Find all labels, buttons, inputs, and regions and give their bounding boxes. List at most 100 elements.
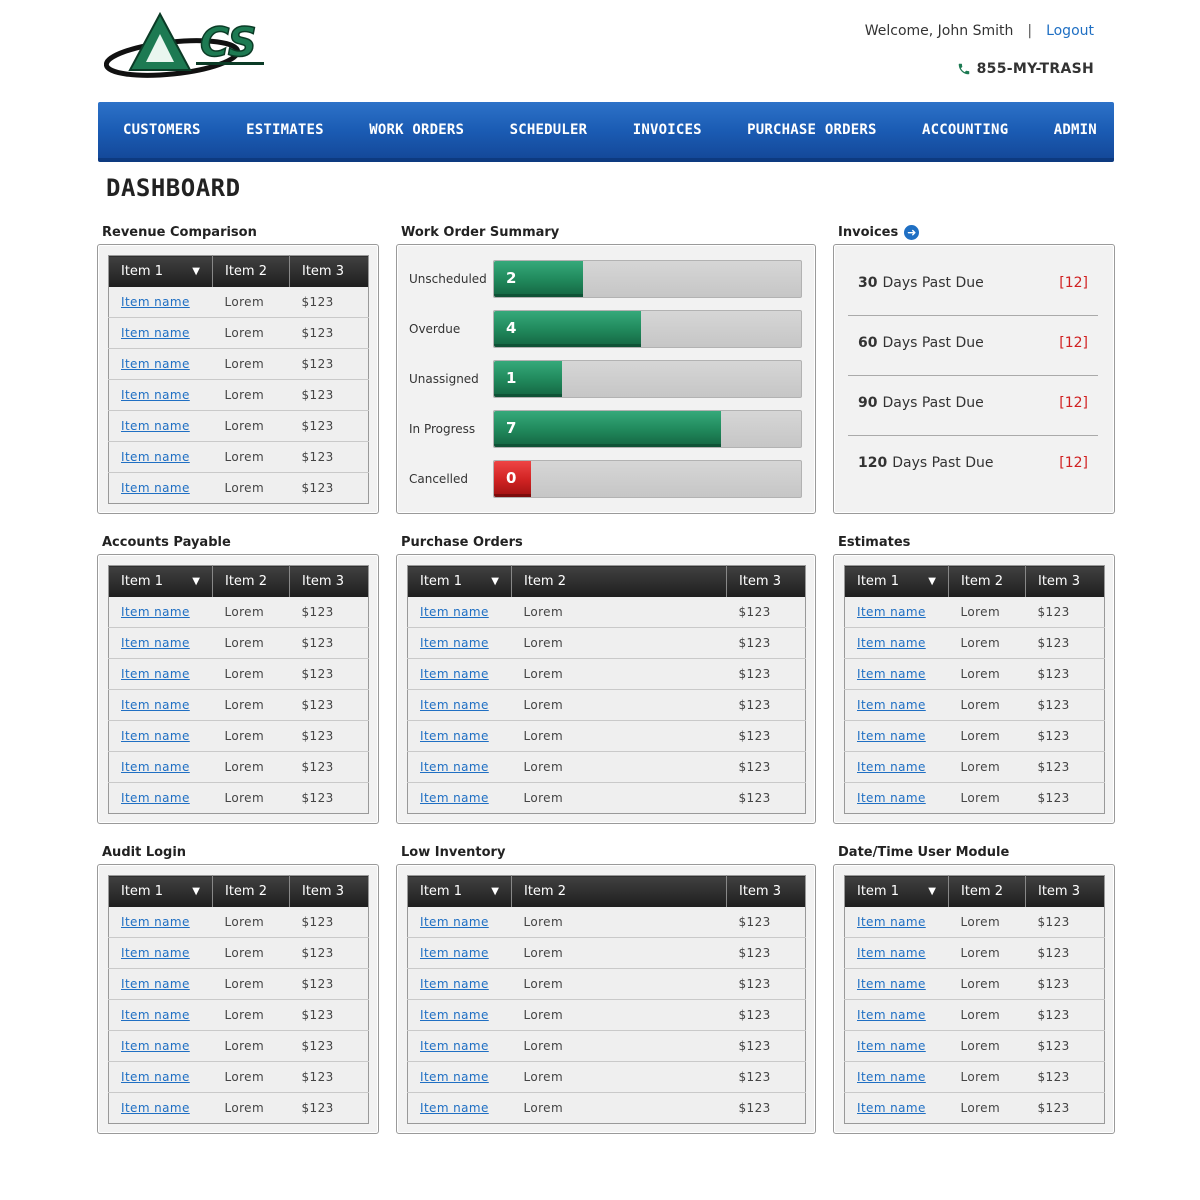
item-name-link[interactable]: Item name [121, 450, 190, 464]
item-name-link[interactable]: Item name [857, 698, 926, 712]
column-header-item-3[interactable]: Item 3 [1025, 875, 1105, 907]
item-name-link[interactable]: Item name [857, 946, 926, 960]
item-name-link[interactable]: Item name [121, 1008, 190, 1022]
item-name-link[interactable]: Item name [857, 791, 926, 805]
item-name-link[interactable]: Item name [121, 604, 190, 619]
nav-purchase-orders[interactable]: PURCHASE ORDERS [747, 122, 877, 138]
item-name-link[interactable]: Item name [121, 698, 190, 712]
item-name-link[interactable]: Item name [121, 481, 190, 495]
column-header-item-2[interactable]: Item 2 [212, 255, 290, 287]
column-header-item-1[interactable]: Item 1 ▼ [844, 875, 949, 907]
item-name-link[interactable]: Item name [420, 946, 489, 960]
item-name-link[interactable]: Item name [121, 636, 190, 650]
item-name-link[interactable]: Item name [857, 729, 926, 743]
column-header-item-1[interactable]: Item 1 ▼ [844, 565, 949, 597]
arrow-right-icon[interactable]: ➜ [904, 225, 920, 240]
invoice-count[interactable]: [12] [1059, 275, 1088, 291]
work-order-row[interactable]: Unscheduled 2 [409, 260, 802, 298]
invoice-count[interactable]: [12] [1059, 455, 1088, 471]
column-header-item-3[interactable]: Item 3 [726, 565, 806, 597]
work-order-row[interactable]: Cancelled 0 [409, 460, 802, 498]
item-name-link[interactable]: Item name [857, 604, 926, 619]
column-header-item-1[interactable]: Item 1 ▼ [108, 565, 213, 597]
item-name-link[interactable]: Item name [121, 1101, 190, 1115]
item-name-link[interactable]: Item name [420, 636, 489, 650]
item-name-link[interactable]: Item name [420, 698, 489, 712]
item-name-link[interactable]: Item name [857, 1039, 926, 1053]
item-name-link[interactable]: Item name [420, 1008, 489, 1022]
item-name-link[interactable]: Item name [857, 760, 926, 774]
column-header-item-3[interactable]: Item 3 [726, 875, 806, 907]
invoice-count[interactable]: [12] [1059, 335, 1088, 351]
column-header-item-3[interactable]: Item 3 [289, 565, 369, 597]
item-name-link[interactable]: Item name [121, 946, 190, 960]
item-name-link[interactable]: Item name [420, 914, 489, 929]
sort-down-icon[interactable]: ▼ [192, 885, 200, 897]
column-header-item-2[interactable]: Item 2 [212, 875, 290, 907]
invoice-aging-row[interactable]: 90 Days Past Due [12] [848, 373, 1098, 433]
sort-down-icon[interactable]: ▼ [928, 885, 936, 897]
item-name-link[interactable]: Item name [420, 977, 489, 991]
item-name-link[interactable]: Item name [420, 1101, 489, 1115]
sort-down-icon[interactable]: ▼ [491, 885, 499, 897]
item-name-link[interactable]: Item name [857, 977, 926, 991]
item-name-link[interactable]: Item name [420, 1039, 489, 1053]
column-header-item-3[interactable]: Item 3 [1025, 565, 1105, 597]
sort-down-icon[interactable]: ▼ [192, 265, 200, 277]
item-name-link[interactable]: Item name [121, 791, 190, 805]
nav-customers[interactable]: CUSTOMERS [123, 122, 201, 138]
invoice-count[interactable]: [12] [1059, 395, 1088, 411]
item-name-link[interactable]: Item name [857, 1070, 926, 1084]
item-name-link[interactable]: Item name [121, 388, 190, 402]
item-name-link[interactable]: Item name [121, 729, 190, 743]
work-order-row[interactable]: Overdue 4 [409, 310, 802, 348]
item-name-link[interactable]: Item name [420, 729, 489, 743]
nav-admin[interactable]: ADMIN [1053, 122, 1097, 138]
item-name-link[interactable]: Item name [121, 667, 190, 681]
column-header-item-2[interactable]: Item 2 [948, 565, 1026, 597]
item-name-link[interactable]: Item name [857, 1101, 926, 1115]
item-name-link[interactable]: Item name [121, 326, 190, 340]
item-name-link[interactable]: Item name [857, 914, 926, 929]
work-order-row[interactable]: In Progress 7 [409, 410, 802, 448]
column-header-item-3[interactable]: Item 3 [289, 255, 369, 287]
item-name-link[interactable]: Item name [420, 604, 489, 619]
item-name-link[interactable]: Item name [121, 1070, 190, 1084]
item-name-link[interactable]: Item name [121, 419, 190, 433]
item-name-link[interactable]: Item name [121, 977, 190, 991]
sort-down-icon[interactable]: ▼ [491, 575, 499, 587]
nav-invoices[interactable]: INVOICES [632, 122, 702, 138]
sort-down-icon[interactable]: ▼ [928, 575, 936, 587]
invoice-aging-row[interactable]: 120 Days Past Due [12] [848, 433, 1098, 493]
item-name-link[interactable]: Item name [121, 760, 190, 774]
column-header-item-1[interactable]: Item 1 ▼ [407, 565, 512, 597]
item-name-link[interactable]: Item name [121, 1039, 190, 1053]
column-header-item-2[interactable]: Item 2 [948, 875, 1026, 907]
item-name-link[interactable]: Item name [121, 357, 190, 371]
logout-link[interactable]: Logout [1046, 23, 1094, 39]
invoice-aging-row[interactable]: 60 Days Past Due [12] [848, 313, 1098, 373]
work-order-row[interactable]: Unassigned 1 [409, 360, 802, 398]
item-name-link[interactable]: Item name [420, 760, 489, 774]
nav-scheduler[interactable]: SCHEDULER [509, 122, 588, 138]
column-header-item-2[interactable]: Item 2 [511, 565, 727, 597]
item-name-link[interactable]: Item name [121, 914, 190, 929]
nav-accounting[interactable]: ACCOUNTING [922, 122, 1009, 138]
item-name-link[interactable]: Item name [857, 1008, 926, 1022]
column-header-item-1[interactable]: Item 1 ▼ [108, 255, 213, 287]
item-name-link[interactable]: Item name [121, 294, 190, 309]
item-name-link[interactable]: Item name [420, 667, 489, 681]
item-name-link[interactable]: Item name [420, 791, 489, 805]
column-header-item-3[interactable]: Item 3 [289, 875, 369, 907]
item-name-link[interactable]: Item name [857, 667, 926, 681]
column-header-item-1[interactable]: Item 1 ▼ [407, 875, 512, 907]
column-header-item-1[interactable]: Item 1 ▼ [108, 875, 213, 907]
item-name-link[interactable]: Item name [420, 1070, 489, 1084]
invoice-aging-row[interactable]: 30 Days Past Due [12] [848, 253, 1098, 313]
column-header-item-2[interactable]: Item 2 [212, 565, 290, 597]
sort-down-icon[interactable]: ▼ [192, 575, 200, 587]
nav-work-orders[interactable]: WORK ORDERS [369, 122, 465, 138]
nav-estimates[interactable]: ESTIMATES [246, 122, 324, 138]
column-header-item-2[interactable]: Item 2 [511, 875, 727, 907]
item-name-link[interactable]: Item name [857, 636, 926, 650]
